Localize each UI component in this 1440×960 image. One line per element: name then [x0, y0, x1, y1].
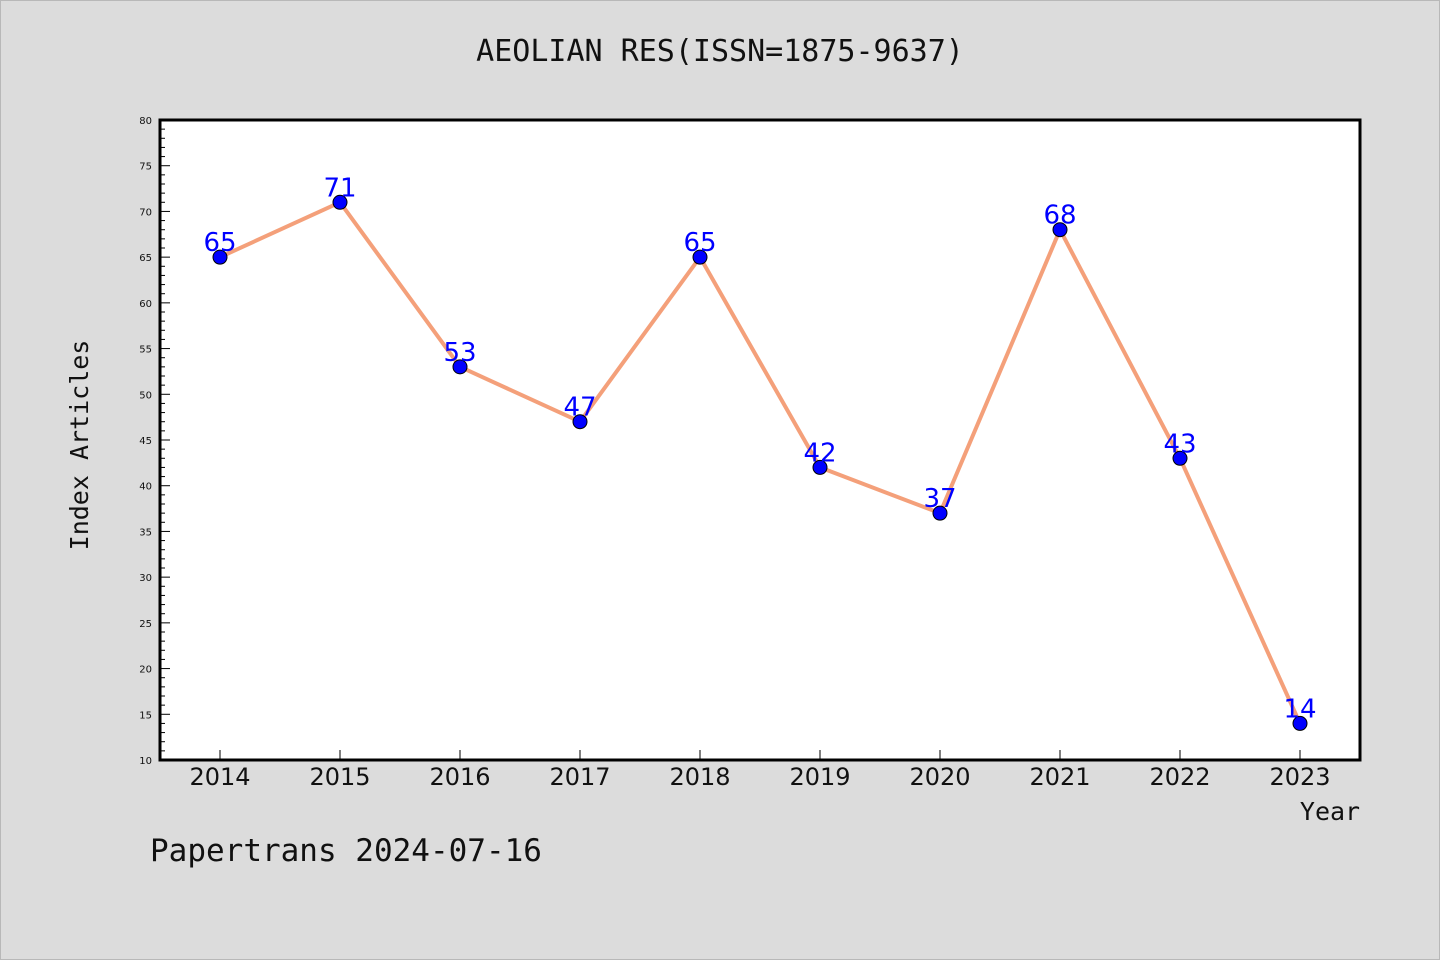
- y-tick-label: 60: [139, 299, 152, 310]
- x-tick-label: 2018: [669, 763, 730, 791]
- data-point: [932, 505, 948, 521]
- y-axis-label: Index Articles: [65, 340, 94, 551]
- data-point: [1172, 450, 1188, 466]
- footer-credit: Papertrans 2024-07-16: [150, 833, 542, 869]
- data-label: 42: [803, 438, 836, 468]
- y-tick-label: 30: [139, 573, 152, 584]
- data-point: [692, 249, 708, 265]
- x-tick-label: 2021: [1029, 763, 1090, 791]
- y-tick-label: 20: [139, 665, 152, 676]
- x-tick-label: 2015: [309, 763, 370, 791]
- data-point: [572, 414, 588, 430]
- x-tick-label: 2022: [1149, 763, 1210, 791]
- data-point: [1052, 222, 1068, 238]
- series-line: [219, 200, 1302, 725]
- y-tick-label: 50: [139, 390, 152, 401]
- series-group: 65 71 53 47 65 42 37 68 43 14: [203, 173, 1317, 731]
- x-tick-label: 2014: [189, 763, 250, 791]
- y-tick-label: 35: [139, 527, 152, 538]
- x-tick-label: 2023: [1269, 763, 1330, 791]
- y-tick-label: 25: [139, 619, 152, 630]
- data-label: 65: [683, 228, 716, 258]
- chart-title: AEOLIAN RES(ISSN=1875-9637): [476, 34, 964, 69]
- data-label: 37: [923, 484, 956, 514]
- data-label: 65: [203, 228, 236, 258]
- data-label: 71: [323, 173, 356, 203]
- x-tick-label: 2016: [429, 763, 490, 791]
- y-tick-label: 75: [139, 162, 152, 173]
- y-tick-label: 65: [139, 253, 152, 264]
- data-point: [812, 459, 828, 475]
- y-tick-label: 40: [139, 482, 152, 493]
- plot-border: [158, 118, 1362, 762]
- x-axis-label: Year: [1300, 797, 1360, 826]
- y-tick-label: 15: [139, 710, 152, 721]
- data-label: 47: [563, 393, 596, 423]
- y-tick-label: 10: [139, 756, 152, 767]
- x-tick-label: 2019: [789, 763, 850, 791]
- y-axis-ticks: 10 15 20 25 30 35 40 45 50 55 60 65 70 75 80: [139, 116, 170, 767]
- data-point: [332, 194, 348, 210]
- data-point: [452, 359, 468, 375]
- x-tick-label: 2017: [549, 763, 610, 791]
- data-label: 53: [443, 338, 476, 368]
- y-tick-label: 45: [139, 436, 152, 447]
- data-point: [1292, 715, 1308, 731]
- data-point: [212, 249, 228, 265]
- data-label: 68: [1043, 201, 1076, 231]
- data-label: 14: [1283, 694, 1316, 724]
- data-label: 43: [1163, 429, 1196, 459]
- y-tick-label: 80: [139, 116, 152, 127]
- y-tick-label: 70: [139, 207, 152, 218]
- y-tick-label: 55: [139, 345, 152, 356]
- x-axis-ticks: 2014 2015 2016 2017 2018 2019 2020 2021 2022 2023: [189, 750, 1331, 791]
- x-tick-label: 2020: [909, 763, 970, 791]
